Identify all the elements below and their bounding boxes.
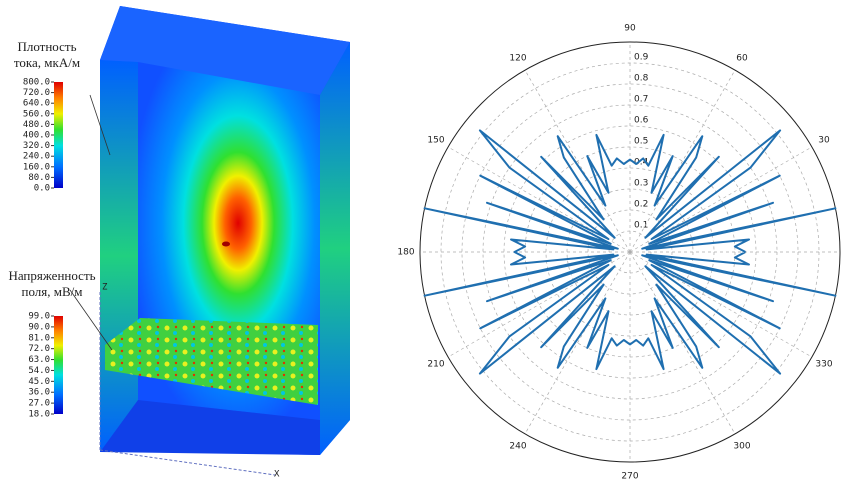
colorbar-label: 640.0 (23, 99, 50, 109)
source (222, 242, 230, 247)
theta-tick-label: 150 (427, 136, 444, 146)
colorbar-label: 36.0 (28, 388, 50, 398)
colorbar-label: 45.0 (28, 377, 50, 387)
r-tick-label: 0.6 (634, 116, 649, 126)
colorbar-label: 63.0 (28, 355, 50, 365)
theta-tick-label: 210 (427, 360, 444, 370)
r-tick-label: 0.1 (634, 221, 648, 231)
colorbar-label: 27.0 (28, 399, 50, 409)
box-left (100, 60, 138, 452)
r-tick-label: 0.9 (634, 53, 649, 63)
colorbar-label: 720.0 (23, 88, 50, 98)
colorbar (54, 316, 63, 414)
colorbar-label: 800.0 (23, 78, 50, 88)
colorbar-title: тока, мкА/м (14, 55, 80, 70)
colorbar-label: 72.0 (28, 344, 50, 354)
colorbar-label: 0.0 (34, 184, 50, 194)
box-right (320, 42, 350, 455)
colorbar-label: 320.0 (23, 141, 50, 151)
colorbar-title: Напряженность (8, 268, 95, 283)
colorbar-label: 99.0 (28, 312, 50, 322)
colorbar-label: 160.0 (23, 162, 50, 172)
axis-z: Z (102, 283, 108, 293)
r-tick-label: 0.7 (634, 95, 648, 105)
colorbar-label: 90.0 (28, 322, 50, 332)
theta-tick-label: 300 (733, 441, 750, 451)
theta-tick-label: 120 (509, 54, 526, 64)
theta-tick-label: 180 (397, 248, 414, 258)
colorbar-label: 560.0 (23, 109, 50, 119)
colorbar-title: поля, мВ/м (22, 284, 83, 299)
render-3d: Z X (70, 6, 350, 480)
theta-tick-label: 30 (818, 136, 830, 146)
theta-tick-label: 240 (509, 441, 526, 451)
colorbar-title: Плотность (17, 39, 76, 54)
colorbar (54, 82, 63, 188)
r-tick-label: 0.3 (634, 179, 648, 189)
colorbar-label: 81.0 (28, 333, 50, 343)
colorbar-label: 18.0 (28, 410, 50, 420)
colorbar-label: 400.0 (23, 131, 50, 141)
r-tick-label: 0.2 (634, 200, 648, 210)
colorbar-label: 240.0 (23, 152, 50, 162)
colorbar-label: 80.0 (28, 173, 50, 183)
theta-tick-label: 90 (624, 24, 636, 34)
theta-tick-label: 60 (736, 54, 748, 64)
figure: Z X Плотностьтока, мкА/м800.0720.0640.05… (0, 0, 844, 480)
axis-x: X (274, 470, 280, 480)
r-tick-label: 0.8 (634, 74, 649, 84)
colorbar-label: 54.0 (28, 366, 50, 376)
r-tick-label: 0.5 (634, 137, 648, 147)
theta-tick-label: 330 (815, 360, 832, 370)
theta-tick-label: 270 (621, 472, 638, 480)
colorbar-label: 480.0 (23, 120, 50, 130)
